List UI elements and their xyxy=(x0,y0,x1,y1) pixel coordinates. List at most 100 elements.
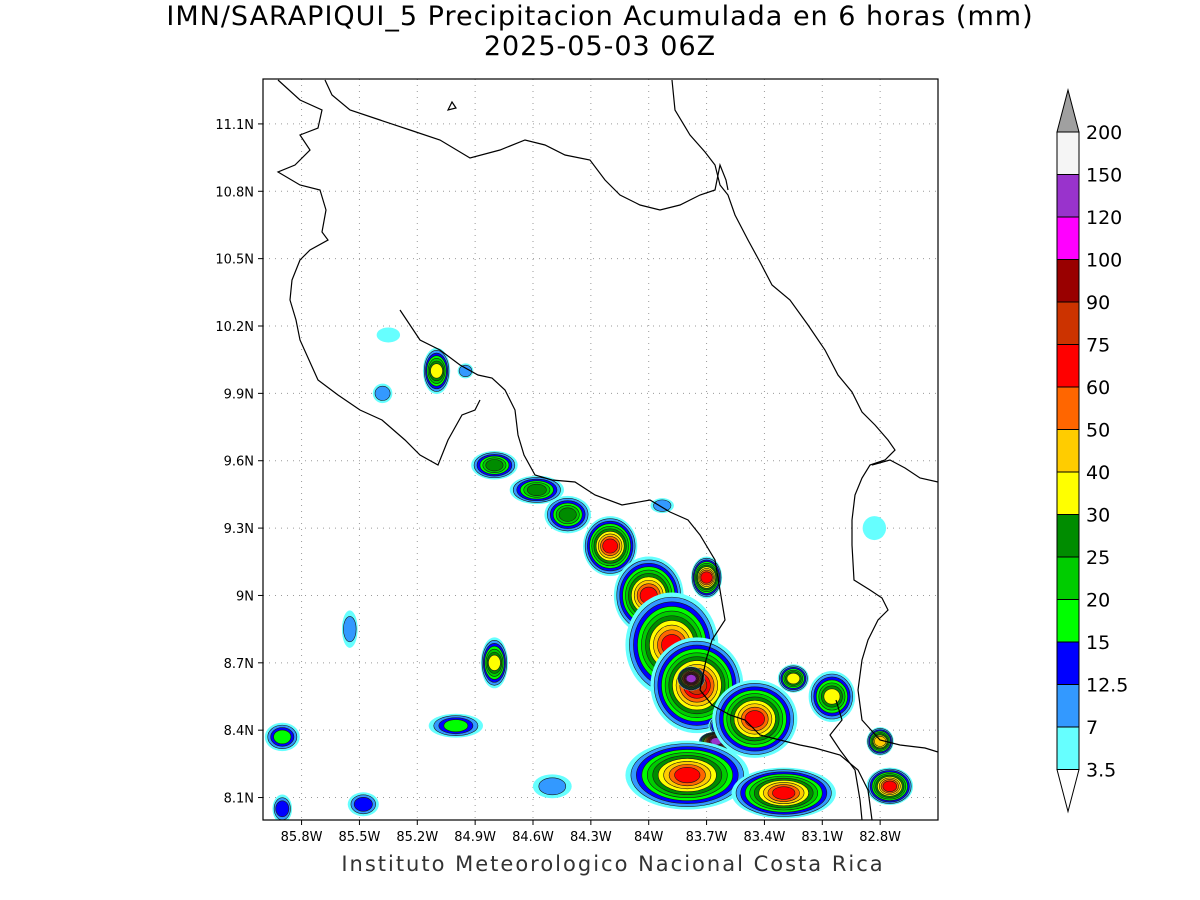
precipitation-field xyxy=(264,327,914,820)
precip-contour-level-9 xyxy=(602,538,618,554)
precip-contour-level-5 xyxy=(485,459,504,472)
colorbar-swatch xyxy=(1056,726,1080,770)
title-line-1: IMN/SARAPIQUI_5 Precipitacion Acumulada … xyxy=(166,1,1034,32)
y-tick-label: 8.1N xyxy=(224,792,254,807)
precip-contour-level-1 xyxy=(458,364,473,377)
precip-cell xyxy=(777,664,809,693)
precip-contour-level-0 xyxy=(376,327,401,343)
axes: 85.8W 85.5W 85.2W 84.9W 84.6W 84.3W 84W 83.7W 83… xyxy=(215,118,901,845)
precip-cell xyxy=(347,792,379,817)
colorbar-label: 15 xyxy=(1086,632,1110,654)
colorbar-label: 120 xyxy=(1086,207,1122,229)
border-panama xyxy=(829,699,863,820)
coastline-east xyxy=(871,459,938,483)
coastlines xyxy=(276,79,938,820)
precip-contour-level-6 xyxy=(430,363,443,379)
colorbar: 200 150 120 100 90 75 60 50 40 30 25 20 15 12.5 7 3.5 xyxy=(1056,88,1128,814)
precip-contour-level-9 xyxy=(772,786,796,800)
colorbar-label: 75 xyxy=(1086,335,1110,357)
x-tick-label: 83.7W xyxy=(686,830,728,845)
precip-contour-level-2 xyxy=(275,800,290,818)
precip-contour-level-2 xyxy=(353,796,373,812)
colorbar-swatch xyxy=(1056,556,1080,600)
precip-cell xyxy=(480,637,509,689)
lake-island xyxy=(446,100,457,111)
precip-contour-level-9 xyxy=(674,767,701,784)
precip-cell xyxy=(677,666,705,691)
precip-cell xyxy=(544,495,591,534)
colorbar-min-arrow xyxy=(1056,769,1080,814)
coastline-nicoya-gulf xyxy=(399,309,873,820)
precip-contour-level-5 xyxy=(558,507,577,522)
colorbar-swatch xyxy=(1056,386,1080,430)
coastline-nicaragua-south xyxy=(324,79,729,211)
colorbar-label: 25 xyxy=(1086,547,1110,569)
colorbar-swatch xyxy=(1056,514,1080,558)
colorbar-swatch xyxy=(1056,471,1080,515)
y-tick-label: 8.7N xyxy=(224,657,254,672)
colorbar-label: 50 xyxy=(1086,420,1110,442)
precip-cell xyxy=(457,363,474,379)
x-tick-label: 83.4W xyxy=(744,830,786,845)
x-tick-label: 84.9W xyxy=(454,830,496,845)
colorbar-label: 40 xyxy=(1086,462,1110,484)
x-tick-label: 85.5W xyxy=(339,830,381,845)
precip-cell xyxy=(422,347,451,395)
y-tick-label: 9.9N xyxy=(224,387,254,402)
map-title: IMN/SARAPIQUI_5 Precipitacion Acumulada … xyxy=(0,2,1200,62)
precip-cell xyxy=(372,383,393,404)
colorbar-swatch xyxy=(1056,216,1080,260)
precip-contour-level-1 xyxy=(538,777,567,796)
precip-contour-level-1 xyxy=(374,385,391,401)
precip-cell xyxy=(625,740,750,810)
coastline-caribbean xyxy=(671,79,938,753)
title-line-2: 2025-05-03 06Z xyxy=(483,31,717,62)
x-tick-label: 85.8W xyxy=(281,830,323,845)
map-frame xyxy=(262,78,939,821)
y-tick-label: 10.8N xyxy=(215,185,254,200)
precip-contour-level-9 xyxy=(744,710,765,728)
precip-contour-level-0 xyxy=(862,516,887,541)
y-tick-label: 10.5N xyxy=(215,253,254,268)
colorbar-swatch xyxy=(1056,684,1080,728)
colorbar-label: 100 xyxy=(1086,250,1122,272)
footer-credit: Instituto Meteorologico Nacional Costa R… xyxy=(341,852,885,876)
colorbar-label: 12.5 xyxy=(1086,675,1128,697)
y-tick-label: 8.4N xyxy=(224,724,254,739)
precip-cell xyxy=(264,722,300,752)
precip-cell xyxy=(650,498,674,514)
precip-cell xyxy=(471,450,518,480)
precip-contour-level-3 xyxy=(273,729,292,745)
colorbar-label: 30 xyxy=(1086,505,1110,527)
y-tick-label: 10.2N xyxy=(215,320,254,335)
colorbar-max-arrow xyxy=(1056,88,1080,133)
x-tick-label: 84.3W xyxy=(570,830,612,845)
precip-cell xyxy=(712,680,798,758)
precip-cell xyxy=(376,327,401,343)
precip-cell xyxy=(583,516,638,577)
precip-cell xyxy=(862,516,887,541)
colorbar-swatch xyxy=(1056,301,1080,345)
x-tick-label: 83.1W xyxy=(801,830,843,845)
colorbar-label: 7 xyxy=(1086,717,1098,739)
precip-contour-level-9 xyxy=(882,780,897,792)
precip-contour-level-13 xyxy=(685,674,697,683)
precip-contour-level-9 xyxy=(700,571,713,584)
colorbar-label: 3.5 xyxy=(1086,760,1116,782)
precip-contour-level-6 xyxy=(823,688,841,705)
precip-contour-level-6 xyxy=(786,672,801,685)
precip-contour-level-1 xyxy=(343,616,357,643)
precip-cell xyxy=(272,794,293,820)
precip-cell xyxy=(866,767,914,806)
precip-cell xyxy=(509,475,564,505)
coastline-north xyxy=(276,79,481,466)
precip-cell xyxy=(691,556,723,599)
colorbar-swatch xyxy=(1056,174,1080,218)
precip-cell xyxy=(808,671,856,722)
colorbar-label: 200 xyxy=(1086,122,1122,144)
x-tick-label: 84.6W xyxy=(512,830,554,845)
precip-cell xyxy=(731,767,836,819)
colorbar-label: 90 xyxy=(1086,292,1110,314)
colorbar-swatch xyxy=(1056,131,1080,175)
